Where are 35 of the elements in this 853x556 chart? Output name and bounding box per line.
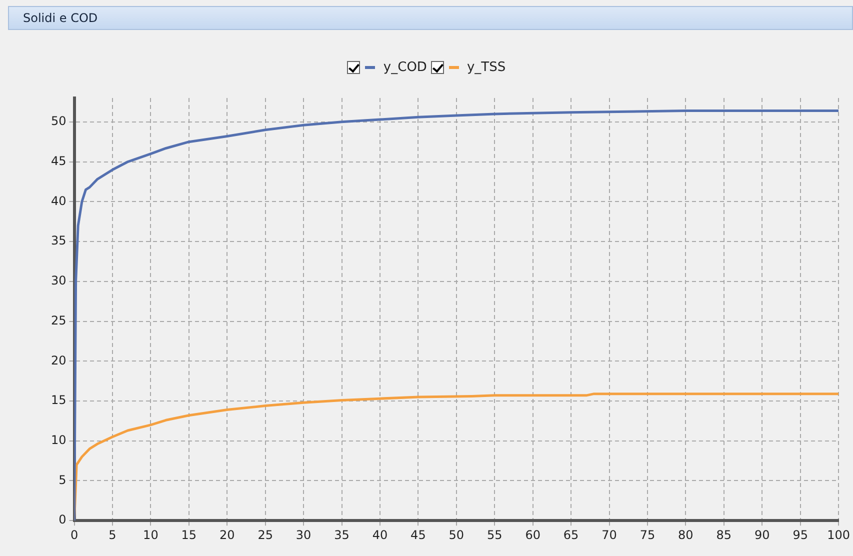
chart-title: Solidi e COD: [8, 6, 853, 30]
x-tick-label: 50: [448, 528, 464, 542]
x-tick-label: 20: [219, 528, 235, 542]
x-tick-label: 60: [525, 528, 540, 542]
x-tick-label: 30: [296, 528, 312, 542]
x-tick-label: 45: [410, 528, 426, 542]
y-tick-label: 15: [50, 393, 66, 408]
x-tick-label: 10: [143, 528, 158, 542]
x-tick-label: 15: [181, 528, 197, 542]
x-tick-label: 5: [108, 528, 116, 542]
x-tick-label: 95: [792, 528, 808, 542]
y-tick-label: 35: [50, 234, 66, 248]
x-tick-label: 100: [827, 528, 850, 542]
x-tick-label: 75: [640, 528, 656, 542]
x-tick-label: 65: [563, 528, 579, 542]
y-tick-label: 45: [50, 154, 66, 168]
x-tick-label: 85: [716, 528, 732, 542]
x-tick-label: 0: [70, 528, 78, 542]
y-tick-label: 30: [50, 274, 66, 288]
x-tick-label: 25: [258, 528, 273, 542]
x-tick-label: 55: [486, 528, 502, 542]
y-tick-label: 25: [50, 313, 66, 328]
x-tick-label: 40: [372, 528, 388, 542]
x-tick-label: 90: [754, 528, 770, 542]
legend-label: y_TSS: [466, 60, 506, 75]
x-tick-label: 80: [678, 528, 694, 542]
y-tick-label: 40: [50, 194, 66, 208]
y-tick-label: 10: [50, 432, 66, 447]
y-tick-label: 20: [50, 353, 66, 368]
y-tick-label: 0: [58, 512, 66, 527]
y-tick-label: 5: [58, 472, 66, 487]
x-tick-label: 70: [602, 528, 617, 542]
y-tick-label: 50: [50, 114, 66, 128]
legend-label: y_COD: [383, 60, 427, 75]
x-tick-label: 35: [334, 528, 350, 542]
